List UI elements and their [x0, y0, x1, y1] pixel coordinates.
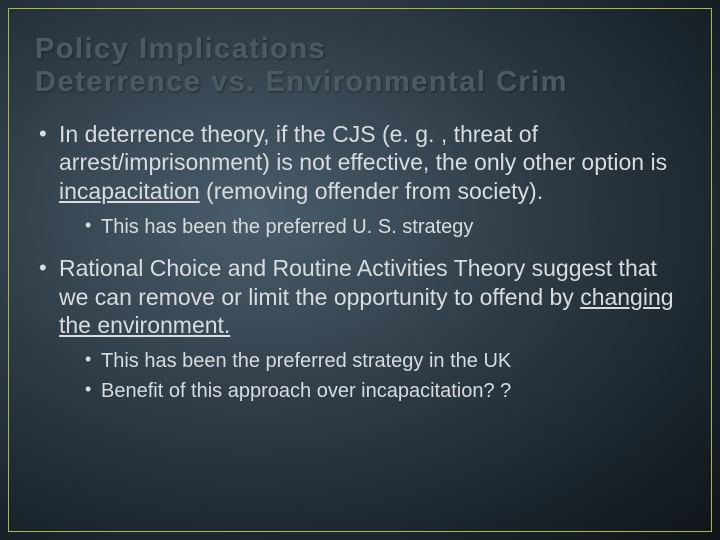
slide-border: Policy Implications Deterrence vs. Envir… [8, 8, 712, 532]
bullet-1: In deterrence theory, if the CJS (e. g. … [35, 120, 685, 240]
sub-bullet-1-1: This has been the preferred U. S. strate… [59, 214, 685, 240]
sub-list-1: This has been the preferred U. S. strate… [59, 214, 685, 240]
title-line-2: Deterrence vs. Environmental Crim [35, 66, 685, 99]
bullet-1-underline: incapacitation [59, 178, 200, 204]
main-list: In deterrence theory, if the CJS (e. g. … [35, 120, 685, 405]
sub-list-2: This has been the preferred strategy in … [59, 348, 685, 404]
sub-bullet-2-2: Benefit of this approach over incapacita… [59, 378, 685, 404]
slide: Policy Implications Deterrence vs. Envir… [0, 0, 720, 540]
bullet-1-post: (removing offender from society). [200, 178, 543, 204]
bullet-2: Rational Choice and Routine Activities T… [35, 254, 685, 404]
bullet-1-pre: In deterrence theory, if the CJS (e. g. … [59, 121, 667, 176]
title-block: Policy Implications Deterrence vs. Envir… [35, 33, 685, 100]
bullet-2-pre: Rational Choice and Routine Activities T… [59, 255, 657, 310]
title-line-1: Policy Implications [35, 33, 685, 66]
body: In deterrence theory, if the CJS (e. g. … [35, 120, 685, 405]
sub-bullet-2-1: This has been the preferred strategy in … [59, 348, 685, 374]
